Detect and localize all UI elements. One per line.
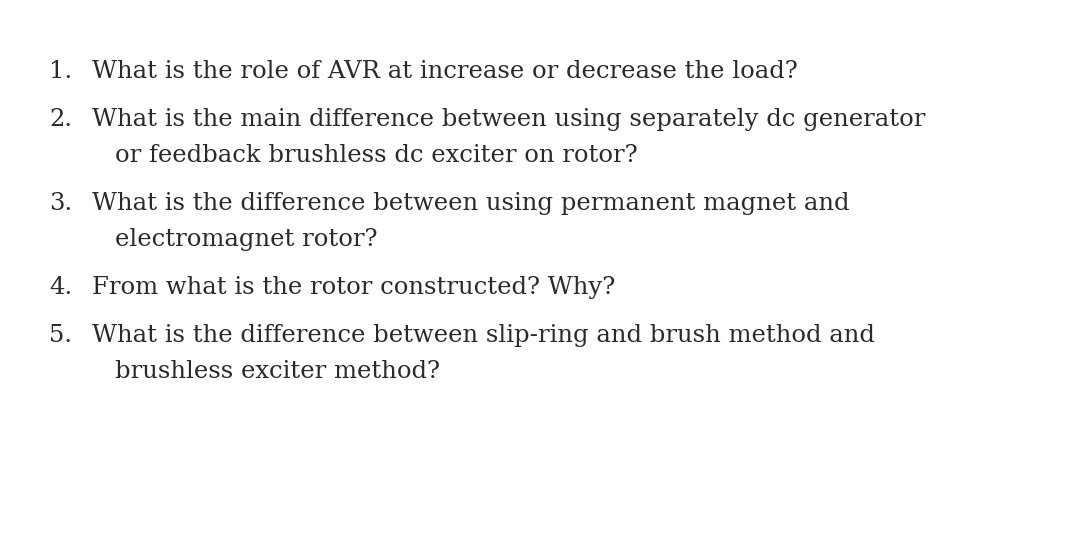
Text: 1.: 1. <box>49 60 72 83</box>
Text: From what is the rotor constructed? Why?: From what is the rotor constructed? Why? <box>92 276 616 299</box>
Text: 3.: 3. <box>49 192 72 215</box>
Text: 4.: 4. <box>49 276 72 299</box>
Text: What is the difference between using permanent magnet and: What is the difference between using per… <box>92 192 850 215</box>
Text: brushless exciter method?: brushless exciter method? <box>114 360 440 383</box>
Text: electromagnet rotor?: electromagnet rotor? <box>114 228 378 251</box>
Text: What is the main difference between using separately dc generator: What is the main difference between usin… <box>92 108 926 131</box>
Text: What is the difference between slip-ring and brush method and: What is the difference between slip-ring… <box>92 324 875 347</box>
Text: 5.: 5. <box>49 324 72 347</box>
Text: or feedback brushless dc exciter on rotor?: or feedback brushless dc exciter on roto… <box>114 144 637 167</box>
Text: 2.: 2. <box>49 108 72 131</box>
Text: What is the role of AVR at increase or decrease the load?: What is the role of AVR at increase or d… <box>92 60 798 83</box>
